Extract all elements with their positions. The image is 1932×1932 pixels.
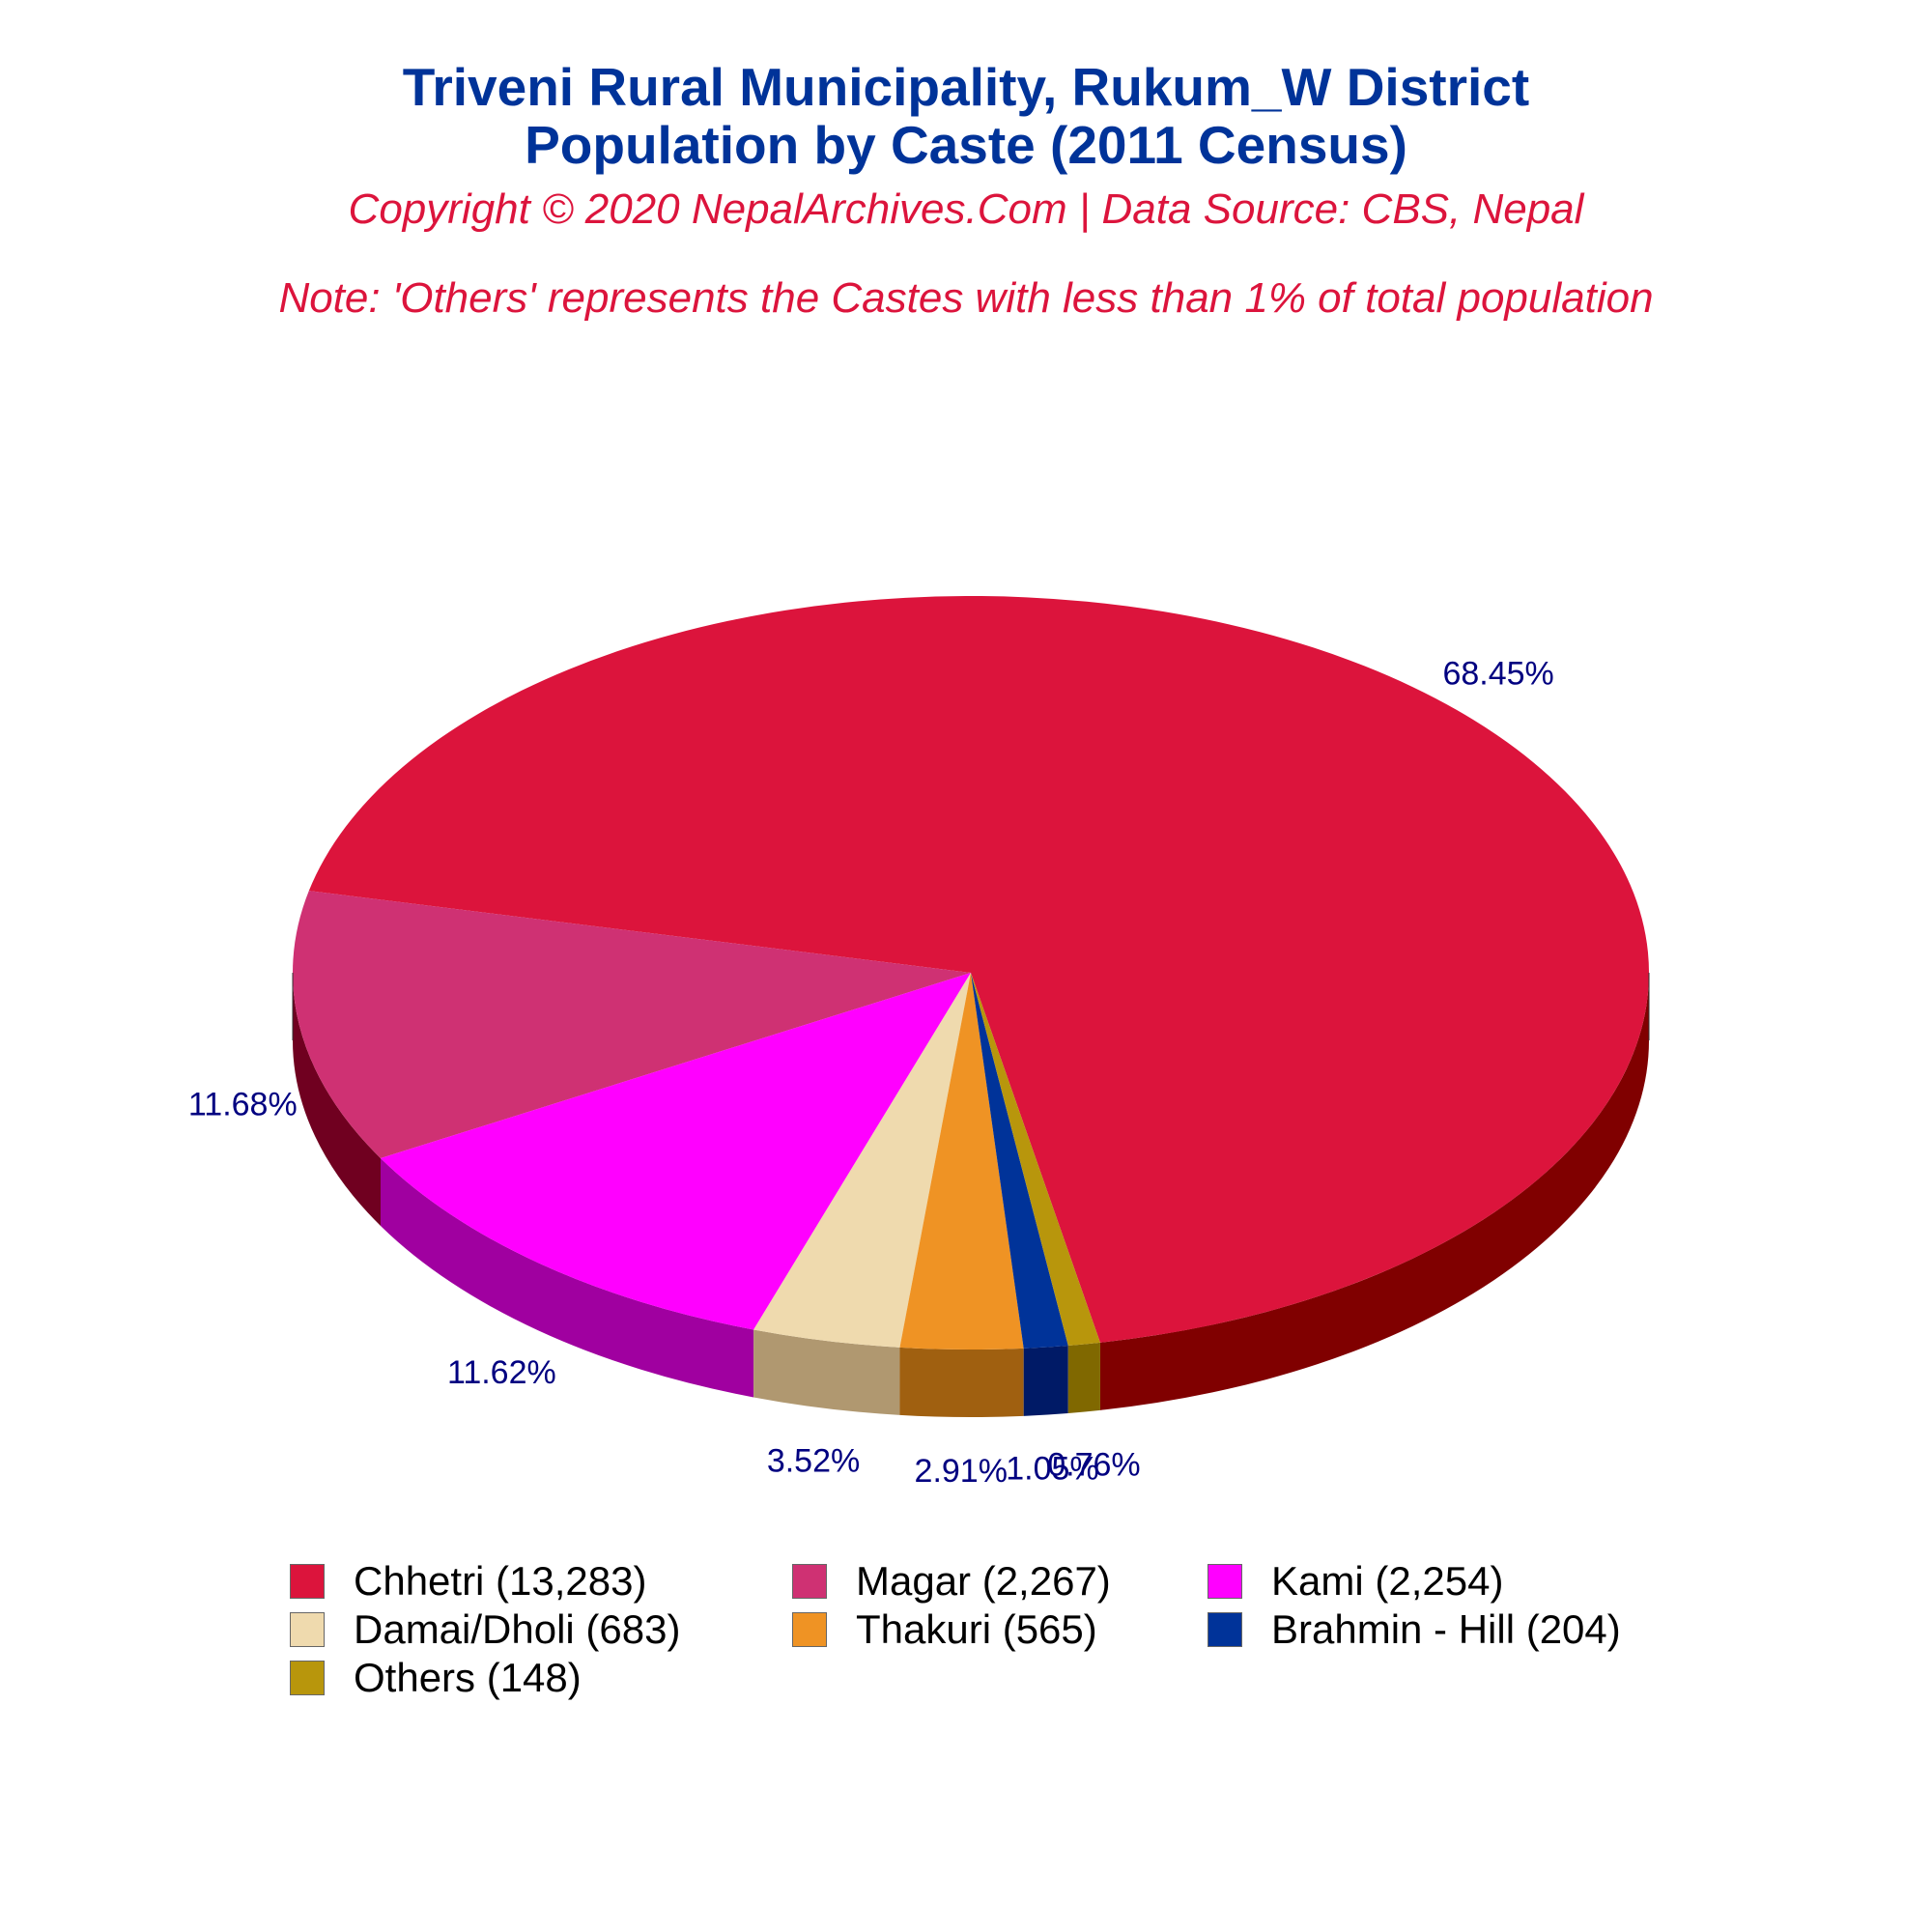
pie-label-chhetri: 68.45%: [1442, 656, 1553, 693]
legend-label: Others (148): [354, 1655, 582, 1700]
legend-item: Thakuri (565): [792, 1605, 1097, 1654]
pie-side-damai-dholi: [753, 1329, 900, 1415]
pie-side-chhetri: [1099, 973, 1649, 1410]
legend-item: Brahmin - Hill (204): [1208, 1605, 1621, 1654]
legend-swatch: [1208, 1612, 1242, 1647]
pie-slice-others: [971, 973, 1100, 1346]
pie-side-thakuri: [899, 1347, 1024, 1418]
pie-label-thakuri: 2.91%: [915, 1453, 1008, 1490]
pie-label-others: 0.76%: [1047, 1447, 1140, 1484]
pie-slices: [292, 596, 1649, 1350]
copyright-notice: Copyright © 2020 NepalArchives.Com | Dat…: [348, 185, 1584, 233]
legend-swatch: [792, 1612, 827, 1647]
pie-label-magar: 11.68%: [188, 1087, 298, 1123]
legend-item: Kami (2,254): [1208, 1557, 1503, 1605]
pie-percent-labels: 68.45% 11.68% 11.62% 3.52% 2.91%1.05%0.76%: [188, 656, 1554, 1490]
legend-item: Others (148): [290, 1654, 582, 1702]
chart-note: Note: 'Others' represents the Castes wit…: [278, 274, 1654, 322]
legend-row: Chhetri (13,283) Magar (2,267) Kami (2,254…: [290, 1557, 1739, 1605]
legend-swatch: [1208, 1564, 1242, 1599]
legend-label: Brahmin - Hill (204): [1271, 1606, 1621, 1652]
legend-swatch: [290, 1661, 325, 1695]
legend-item: Magar (2,267): [792, 1557, 1111, 1605]
legend-row: Damai/Dholi (683) Thakuri (565) Brahmin - …: [290, 1605, 1739, 1654]
chart-legend: Chhetri (13,283) Magar (2,267) Kami (2,254…: [290, 1557, 1739, 1702]
legend-item: Damai/Dholi (683): [290, 1605, 680, 1654]
pie-label-brahmin-hill: 1.05%: [1006, 1450, 1098, 1487]
pie-side-brahmin-hill: [1023, 1345, 1068, 1416]
chart-title-line-2: Population by Caste (2011 Census): [525, 115, 1407, 175]
legend-label: Kami (2,254): [1271, 1558, 1504, 1604]
legend-swatch: [792, 1564, 827, 1599]
legend-item: Chhetri (13,283): [290, 1557, 647, 1605]
chart-title-line-1: Triveni Rural Municipality, Rukum_W Dist…: [402, 57, 1530, 117]
legend-label: Thakuri (565): [856, 1606, 1097, 1652]
pie-label-kami: 11.62%: [447, 1354, 556, 1391]
legend-label: Damai/Dholi (683): [354, 1606, 681, 1652]
pie-side-walls: [293, 973, 1649, 1418]
legend-swatch: [290, 1612, 325, 1647]
chart-header: Triveni Rural Municipality, Rukum_W Dist…: [0, 58, 1932, 323]
pie-edge-outline: [292, 973, 1650, 1040]
pie-side-magar: [293, 973, 381, 1227]
legend-row: Others (148): [290, 1654, 1739, 1702]
pie-slice-damai-dholi: [753, 973, 971, 1348]
pie-label-damai-dholi: 3.52%: [767, 1443, 860, 1480]
pie-side-others: [1067, 1342, 1100, 1413]
pie-slice-magar: [292, 891, 971, 1159]
pie-slice-brahmin-hill: [971, 973, 1068, 1349]
pie-slice-thakuri: [899, 973, 1024, 1350]
pie-slice-kami: [380, 973, 971, 1330]
pie-side-kami: [380, 1158, 754, 1398]
legend-label: Magar (2,267): [856, 1558, 1111, 1604]
pie-slice-chhetri: [308, 596, 1649, 1343]
legend-label: Chhetri (13,283): [354, 1558, 647, 1604]
legend-swatch: [290, 1564, 325, 1599]
